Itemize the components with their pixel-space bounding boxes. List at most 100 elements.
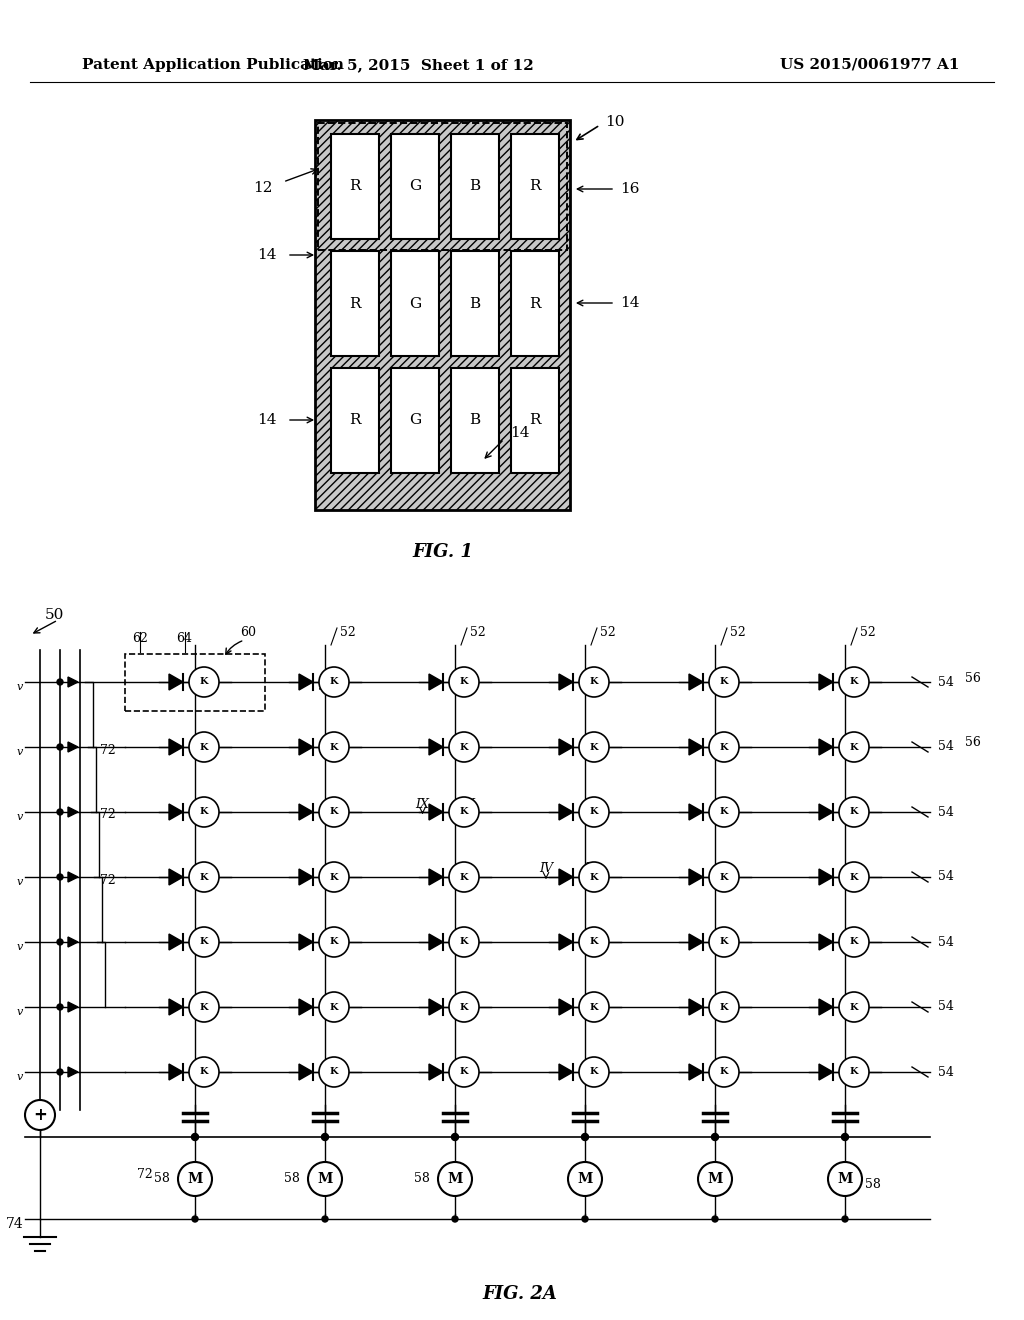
Polygon shape xyxy=(169,675,183,690)
Text: B: B xyxy=(469,180,480,194)
Bar xyxy=(511,251,559,356)
Text: 56: 56 xyxy=(965,737,981,750)
Text: K: K xyxy=(460,873,468,882)
Circle shape xyxy=(319,797,349,828)
Polygon shape xyxy=(429,869,443,884)
Polygon shape xyxy=(429,999,443,1015)
Polygon shape xyxy=(429,935,443,950)
Circle shape xyxy=(582,1216,588,1222)
Polygon shape xyxy=(559,935,573,950)
Circle shape xyxy=(319,993,349,1022)
Text: 52: 52 xyxy=(340,626,355,639)
Text: v: v xyxy=(16,812,24,822)
Polygon shape xyxy=(299,869,313,884)
Circle shape xyxy=(189,927,219,957)
Circle shape xyxy=(449,862,479,892)
Text: 52: 52 xyxy=(470,626,485,639)
Circle shape xyxy=(193,1216,198,1222)
Circle shape xyxy=(438,1162,472,1196)
Circle shape xyxy=(57,1005,63,1010)
Text: 72: 72 xyxy=(136,1167,153,1180)
Text: K: K xyxy=(590,742,598,751)
Circle shape xyxy=(579,667,609,697)
Text: 58: 58 xyxy=(155,1172,170,1185)
Polygon shape xyxy=(689,804,703,820)
Polygon shape xyxy=(169,804,183,820)
Circle shape xyxy=(828,1162,862,1196)
Bar xyxy=(331,368,379,473)
Text: K: K xyxy=(850,677,858,686)
Circle shape xyxy=(579,993,609,1022)
Text: 12: 12 xyxy=(253,181,272,195)
Text: K: K xyxy=(590,937,598,946)
Circle shape xyxy=(839,733,869,762)
Circle shape xyxy=(178,1162,212,1196)
Text: v: v xyxy=(16,1007,24,1016)
Circle shape xyxy=(579,1057,609,1086)
Text: K: K xyxy=(200,1068,208,1077)
Text: G: G xyxy=(409,180,421,194)
Circle shape xyxy=(582,1134,588,1140)
Bar xyxy=(331,251,379,356)
Circle shape xyxy=(709,862,739,892)
Polygon shape xyxy=(299,675,313,690)
Circle shape xyxy=(57,939,63,945)
Text: v: v xyxy=(16,876,24,887)
Circle shape xyxy=(579,797,609,828)
Text: K: K xyxy=(460,937,468,946)
Text: 52: 52 xyxy=(600,626,615,639)
Text: K: K xyxy=(200,873,208,882)
Circle shape xyxy=(449,733,479,762)
Text: K: K xyxy=(200,808,208,817)
Polygon shape xyxy=(559,869,573,884)
Text: 72: 72 xyxy=(100,874,116,887)
Text: 54: 54 xyxy=(938,1001,954,1014)
Circle shape xyxy=(449,1057,479,1086)
Text: M: M xyxy=(447,1172,463,1185)
Text: K: K xyxy=(850,742,858,751)
Text: 52: 52 xyxy=(860,626,876,639)
Text: 14: 14 xyxy=(620,296,640,310)
Text: B: B xyxy=(469,297,480,310)
Text: 54: 54 xyxy=(938,936,954,949)
Text: K: K xyxy=(590,677,598,686)
Circle shape xyxy=(319,927,349,957)
Polygon shape xyxy=(299,999,313,1015)
Polygon shape xyxy=(819,675,833,690)
Text: K: K xyxy=(720,677,728,686)
Text: M: M xyxy=(317,1172,333,1185)
Circle shape xyxy=(189,733,219,762)
Bar xyxy=(451,251,499,356)
Text: K: K xyxy=(590,1068,598,1077)
Circle shape xyxy=(582,1134,589,1140)
Text: K: K xyxy=(460,808,468,817)
Text: K: K xyxy=(330,1068,338,1077)
Polygon shape xyxy=(819,804,833,820)
Circle shape xyxy=(842,1134,849,1140)
Text: M: M xyxy=(578,1172,593,1185)
Circle shape xyxy=(839,927,869,957)
Text: IV: IV xyxy=(539,862,553,875)
Text: R: R xyxy=(529,297,541,310)
Text: M: M xyxy=(708,1172,723,1185)
Text: 56: 56 xyxy=(965,672,981,685)
Polygon shape xyxy=(689,739,703,755)
Text: 60: 60 xyxy=(241,626,256,639)
Polygon shape xyxy=(68,1067,78,1077)
Circle shape xyxy=(712,1216,718,1222)
Text: IX: IX xyxy=(461,797,475,810)
Text: 56: 56 xyxy=(317,682,332,692)
Circle shape xyxy=(452,1134,459,1140)
Circle shape xyxy=(322,1134,329,1140)
Polygon shape xyxy=(819,999,833,1015)
Text: K: K xyxy=(460,742,468,751)
Circle shape xyxy=(709,927,739,957)
Bar xyxy=(315,120,570,510)
Polygon shape xyxy=(299,804,313,820)
Text: K: K xyxy=(330,937,338,946)
Polygon shape xyxy=(68,677,78,686)
Circle shape xyxy=(322,1216,328,1222)
Text: 72: 72 xyxy=(100,743,116,756)
Circle shape xyxy=(189,993,219,1022)
Polygon shape xyxy=(559,675,573,690)
